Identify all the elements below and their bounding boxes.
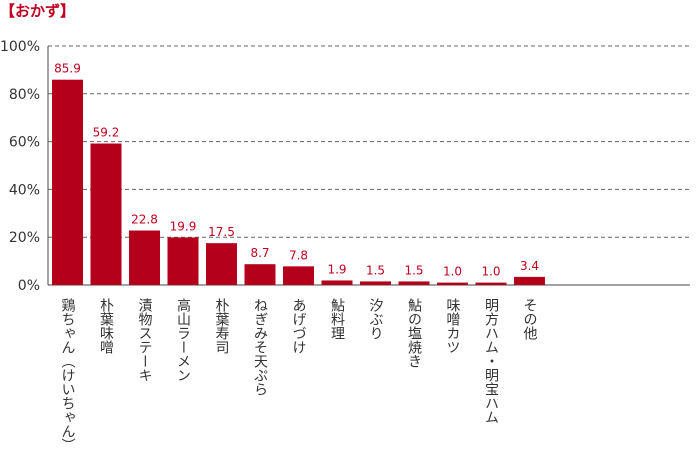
category-label: 漬物ステーキ: [136, 298, 153, 382]
y-tick-label: 80%: [9, 87, 40, 103]
category-label: 朴葉寿司: [213, 298, 230, 354]
value-label: 8.7: [250, 246, 269, 260]
value-label: 22.8: [131, 213, 158, 227]
bar: [475, 282, 507, 285]
y-tick-label: 40%: [9, 182, 40, 198]
bar: [129, 230, 160, 285]
category-label: 鶏ちゃん（けいちゃん）: [59, 298, 76, 452]
value-label: 17.5: [208, 225, 235, 239]
bar: [244, 264, 276, 285]
bar: [437, 282, 468, 285]
category-label: 鮎料理: [329, 298, 345, 340]
bar: [283, 266, 314, 285]
y-tick-label: 0%: [18, 278, 40, 294]
value-label: 1.5: [366, 263, 385, 277]
category-label: 高山ラーメン: [175, 298, 191, 382]
value-label: 85.9: [54, 62, 81, 76]
value-label: 1.5: [404, 263, 423, 277]
bar: [167, 237, 199, 285]
category-label: 味噌カツ: [444, 298, 461, 354]
bar: [398, 281, 430, 285]
value-label: 59.2: [93, 126, 120, 140]
bar: [321, 280, 353, 285]
chart-title: 【おかず】: [0, 2, 75, 20]
value-label: 1.0: [481, 265, 500, 279]
bar: [52, 79, 83, 285]
category-label: 鮎の塩焼き: [406, 298, 422, 368]
category-label: 朴葉味噌: [98, 298, 114, 354]
value-label: 19.9: [170, 219, 197, 233]
category-label: あげづけ: [290, 298, 307, 354]
category-label: その他: [521, 298, 538, 340]
bars: [52, 79, 545, 285]
category-label: 明方ハム・明宝ハム: [483, 298, 499, 424]
y-axis-ticks: 0% 20% 40% 60% 80% 100%: [0, 39, 40, 294]
category-label: ねぎみそ天ぷら: [252, 298, 268, 396]
value-label: 1.9: [327, 262, 346, 276]
bar: [514, 276, 545, 285]
y-tick-label: 60%: [9, 135, 40, 151]
y-tick-label: 20%: [9, 230, 40, 246]
category-label: 汐ぶり: [367, 298, 384, 340]
value-label: 3.4: [520, 259, 539, 273]
bar: [90, 143, 122, 285]
value-label: 7.8: [289, 248, 308, 262]
value-labels: 85.9 59.2 22.8 19.9 17.5 8.7 7.8 1.9 1.5 1.5 1.0 1.…: [54, 62, 539, 279]
y-tick-label: 100%: [0, 39, 40, 55]
value-label: 1.0: [443, 265, 462, 279]
bar: [360, 281, 391, 285]
bar: [206, 243, 237, 285]
grid-lines: [48, 45, 690, 238]
